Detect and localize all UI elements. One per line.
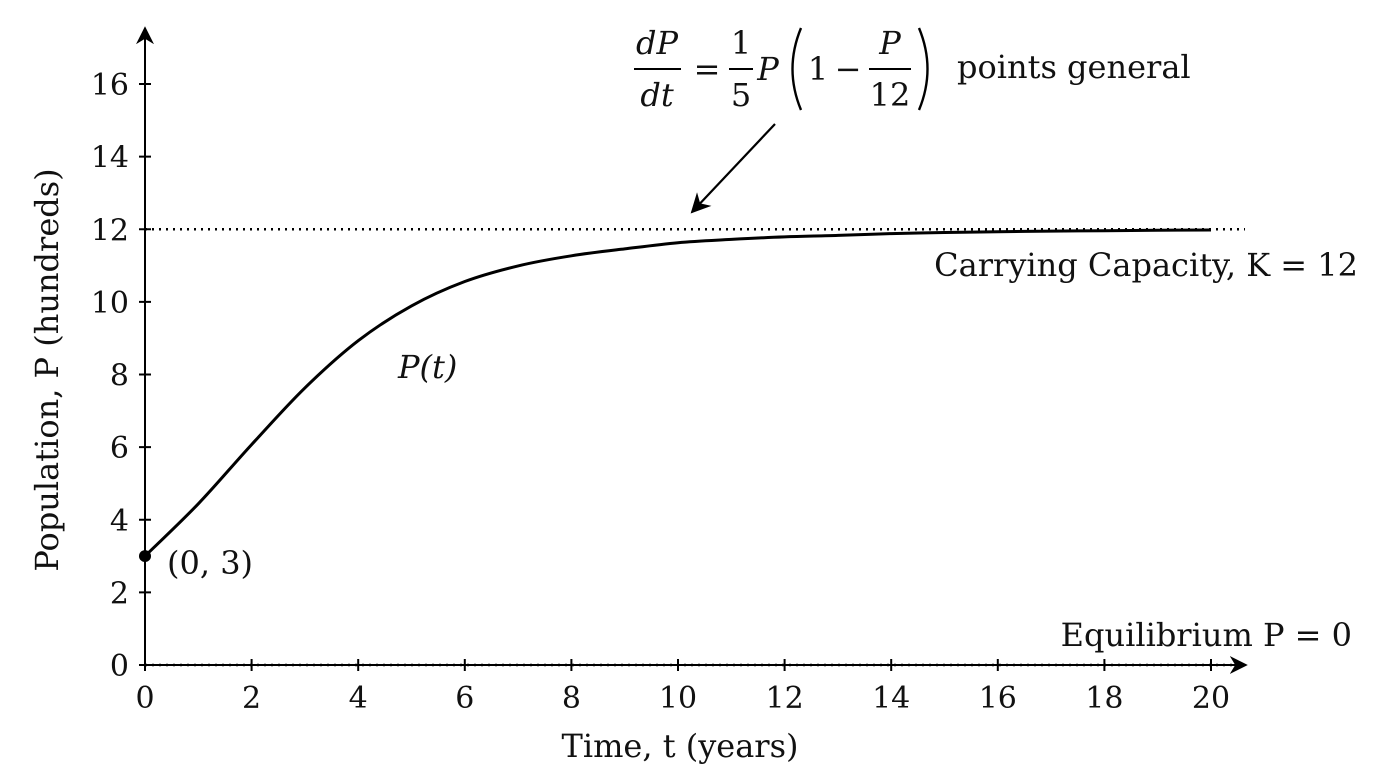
x-tick-label: 6 <box>455 681 474 716</box>
y-tick-label: 0 <box>110 649 129 684</box>
eq-minus: − <box>835 50 862 88</box>
x-tick-label: 14 <box>872 681 910 716</box>
y-tick-label: 2 <box>110 576 129 611</box>
y-tick-label: 10 <box>91 286 129 321</box>
series-line-p-of-t <box>143 228 1212 558</box>
y-tick-label: 12 <box>91 213 129 248</box>
x-axis-title: Time, t (years) <box>561 727 798 765</box>
eq-numerator-p: P <box>878 24 901 62</box>
y-tick-label: 4 <box>110 504 129 539</box>
initial-point-marker <box>139 550 151 563</box>
y-tick-label: 16 <box>91 68 129 103</box>
equation-suffix: points general <box>957 48 1191 86</box>
eq-equals: = <box>694 50 721 88</box>
x-tick-label: 20 <box>1192 681 1230 716</box>
eq-denominator-dt: dt <box>640 76 673 114</box>
eq-denominator-5: 5 <box>731 76 751 114</box>
equation-pointer-arrow <box>690 123 776 214</box>
eq-left-paren <box>791 27 803 111</box>
carrying-capacity-label: Carrying Capacity, K = 12 <box>934 246 1358 284</box>
y-tick-label: 8 <box>110 359 129 394</box>
eq-right-paren <box>917 27 929 111</box>
x-tick-label: 10 <box>659 681 697 716</box>
curve-label: P(t) <box>397 348 457 386</box>
equilibrium-label: Equilibrium P = 0 <box>1061 616 1352 654</box>
x-tick-label: 8 <box>562 681 581 716</box>
y-axis-title: Population, P (hundreds) <box>28 168 66 571</box>
x-tick-label: 12 <box>766 681 804 716</box>
x-tick-label: 4 <box>349 681 368 716</box>
eq-denominator-12: 12 <box>870 76 911 114</box>
x-tick-label: 18 <box>1085 681 1123 716</box>
x-tick-label: 2 <box>242 681 261 716</box>
y-tick-label: 6 <box>110 431 129 466</box>
y-tick-label: 14 <box>91 141 129 176</box>
eq-p: P <box>756 50 779 88</box>
x-tick-label: 16 <box>979 681 1017 716</box>
eq-one: 1 <box>808 50 828 88</box>
x-tick-label: 0 <box>135 681 154 716</box>
eq-numerator-dp: dP <box>636 24 678 62</box>
initial-point-label: (0, 3) <box>167 544 253 582</box>
eq-numerator-1: 1 <box>731 24 751 62</box>
